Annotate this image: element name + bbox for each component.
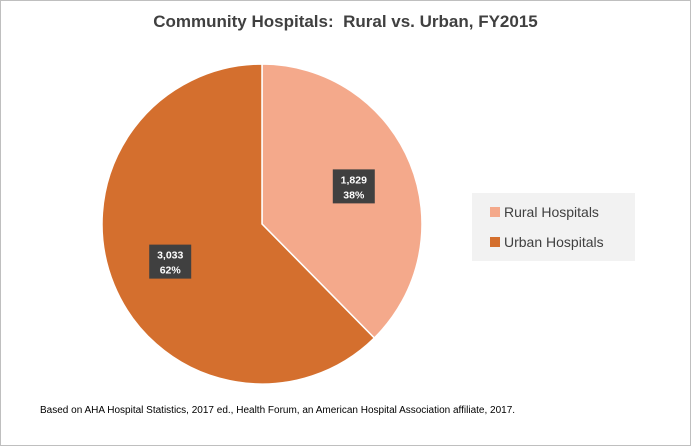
data-label-urban: 3,033 62% [149, 244, 192, 279]
legend-item-rural: Rural Hospitals [490, 204, 599, 220]
legend-label-rural: Rural Hospitals [504, 204, 599, 220]
source-note: Based on AHA Hospital Statistics, 2017 e… [40, 405, 516, 416]
legend-swatch-rural [490, 207, 500, 217]
data-label-box-rural [332, 169, 375, 204]
legend-label-urban: Urban Hospitals [504, 234, 604, 250]
pie-slice-urban [101, 63, 376, 385]
chart-title: Community Hospitals: Rural vs. Urban, FY… [153, 12, 538, 31]
legend-item-urban: Urban Hospitals [490, 234, 604, 250]
data-label-rural: 1,829 38% [332, 169, 375, 204]
data-label-value-rural: 1,829 [341, 174, 367, 186]
legend: Rural Hospitals Urban Hospitals [472, 193, 635, 261]
legend-swatch-urban [490, 237, 500, 247]
data-label-percent-urban: 62% [160, 265, 182, 277]
data-label-box-urban [149, 244, 192, 279]
data-label-percent-rural: 38% [343, 189, 365, 201]
data-label-value-urban: 3,033 [157, 250, 183, 262]
